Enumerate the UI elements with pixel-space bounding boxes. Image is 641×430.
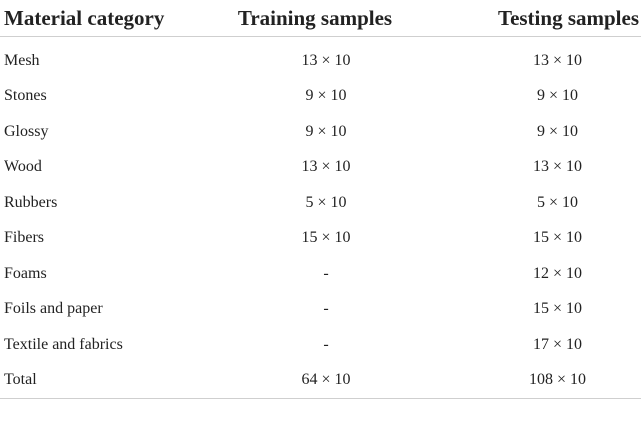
training-cell: 13 × 10 [301,158,351,176]
testing-cell: 9 × 10 [536,87,579,105]
table-row: Glossy 9 × 10 9 × 10 [0,114,641,150]
table-row: Fibers 15 × 10 15 × 10 [0,221,641,257]
category-cell: Rubbers [4,193,58,211]
category-cell: Glossy [4,122,49,140]
testing-cell: 13 × 10 [532,51,583,69]
training-cell: 5 × 10 [305,193,347,211]
header-row: Material category Training samples Testi… [0,0,641,37]
table-row: Foams - 12 × 10 [0,256,641,292]
testing-cell: 15 × 10 [532,300,583,318]
testing-cell: 13 × 10 [532,158,583,176]
table-row: Stones 9 × 10 9 × 10 [0,79,641,115]
header-testing-samples: Testing samples [430,0,641,37]
table-body: Mesh 13 × 10 13 × 10 Stones 9 × 10 9 × 1… [0,37,641,399]
testing-cell: 15 × 10 [532,229,583,247]
testing-cell: 17 × 10 [532,335,583,353]
training-cell: 13 × 10 [301,51,351,69]
training-cell: - [323,264,329,282]
total-row: Total 64 × 10 108 × 10 [0,362,641,399]
table-header: Material category Training samples Testi… [0,0,641,37]
header-training-samples: Training samples [200,0,430,37]
category-cell: Textile and fabrics [4,335,123,353]
category-cell: Wood [4,158,42,176]
testing-cell: 9 × 10 [536,122,579,140]
testing-cell: 108 × 10 [430,362,641,399]
table-row: Foils and paper - 15 × 10 [0,292,641,328]
samples-table: Material category Training samples Testi… [0,0,641,399]
training-cell: - [323,335,329,353]
category-cell: Total [0,362,200,399]
header-material-category: Material category [0,0,200,37]
samples-table-container: Material category Training samples Testi… [0,0,641,399]
testing-cell: 5 × 10 [536,193,579,211]
table-row: Rubbers 5 × 10 5 × 10 [0,185,641,221]
training-cell: 15 × 10 [301,229,351,247]
category-cell: Fibers [4,229,44,247]
testing-cell: 12 × 10 [532,264,583,282]
training-cell: - [323,300,329,318]
category-cell: Stones [4,87,47,105]
table-row: Mesh 13 × 10 13 × 10 [0,37,641,79]
training-cell: 9 × 10 [305,87,347,105]
table-row: Wood 13 × 10 13 × 10 [0,150,641,186]
training-cell: 9 × 10 [305,122,347,140]
category-cell: Foils and paper [4,300,103,318]
table-row: Textile and fabrics - 17 × 10 [0,327,641,363]
category-cell: Foams [4,264,47,282]
training-cell: 64 × 10 [200,362,430,399]
category-cell: Mesh [4,51,40,69]
